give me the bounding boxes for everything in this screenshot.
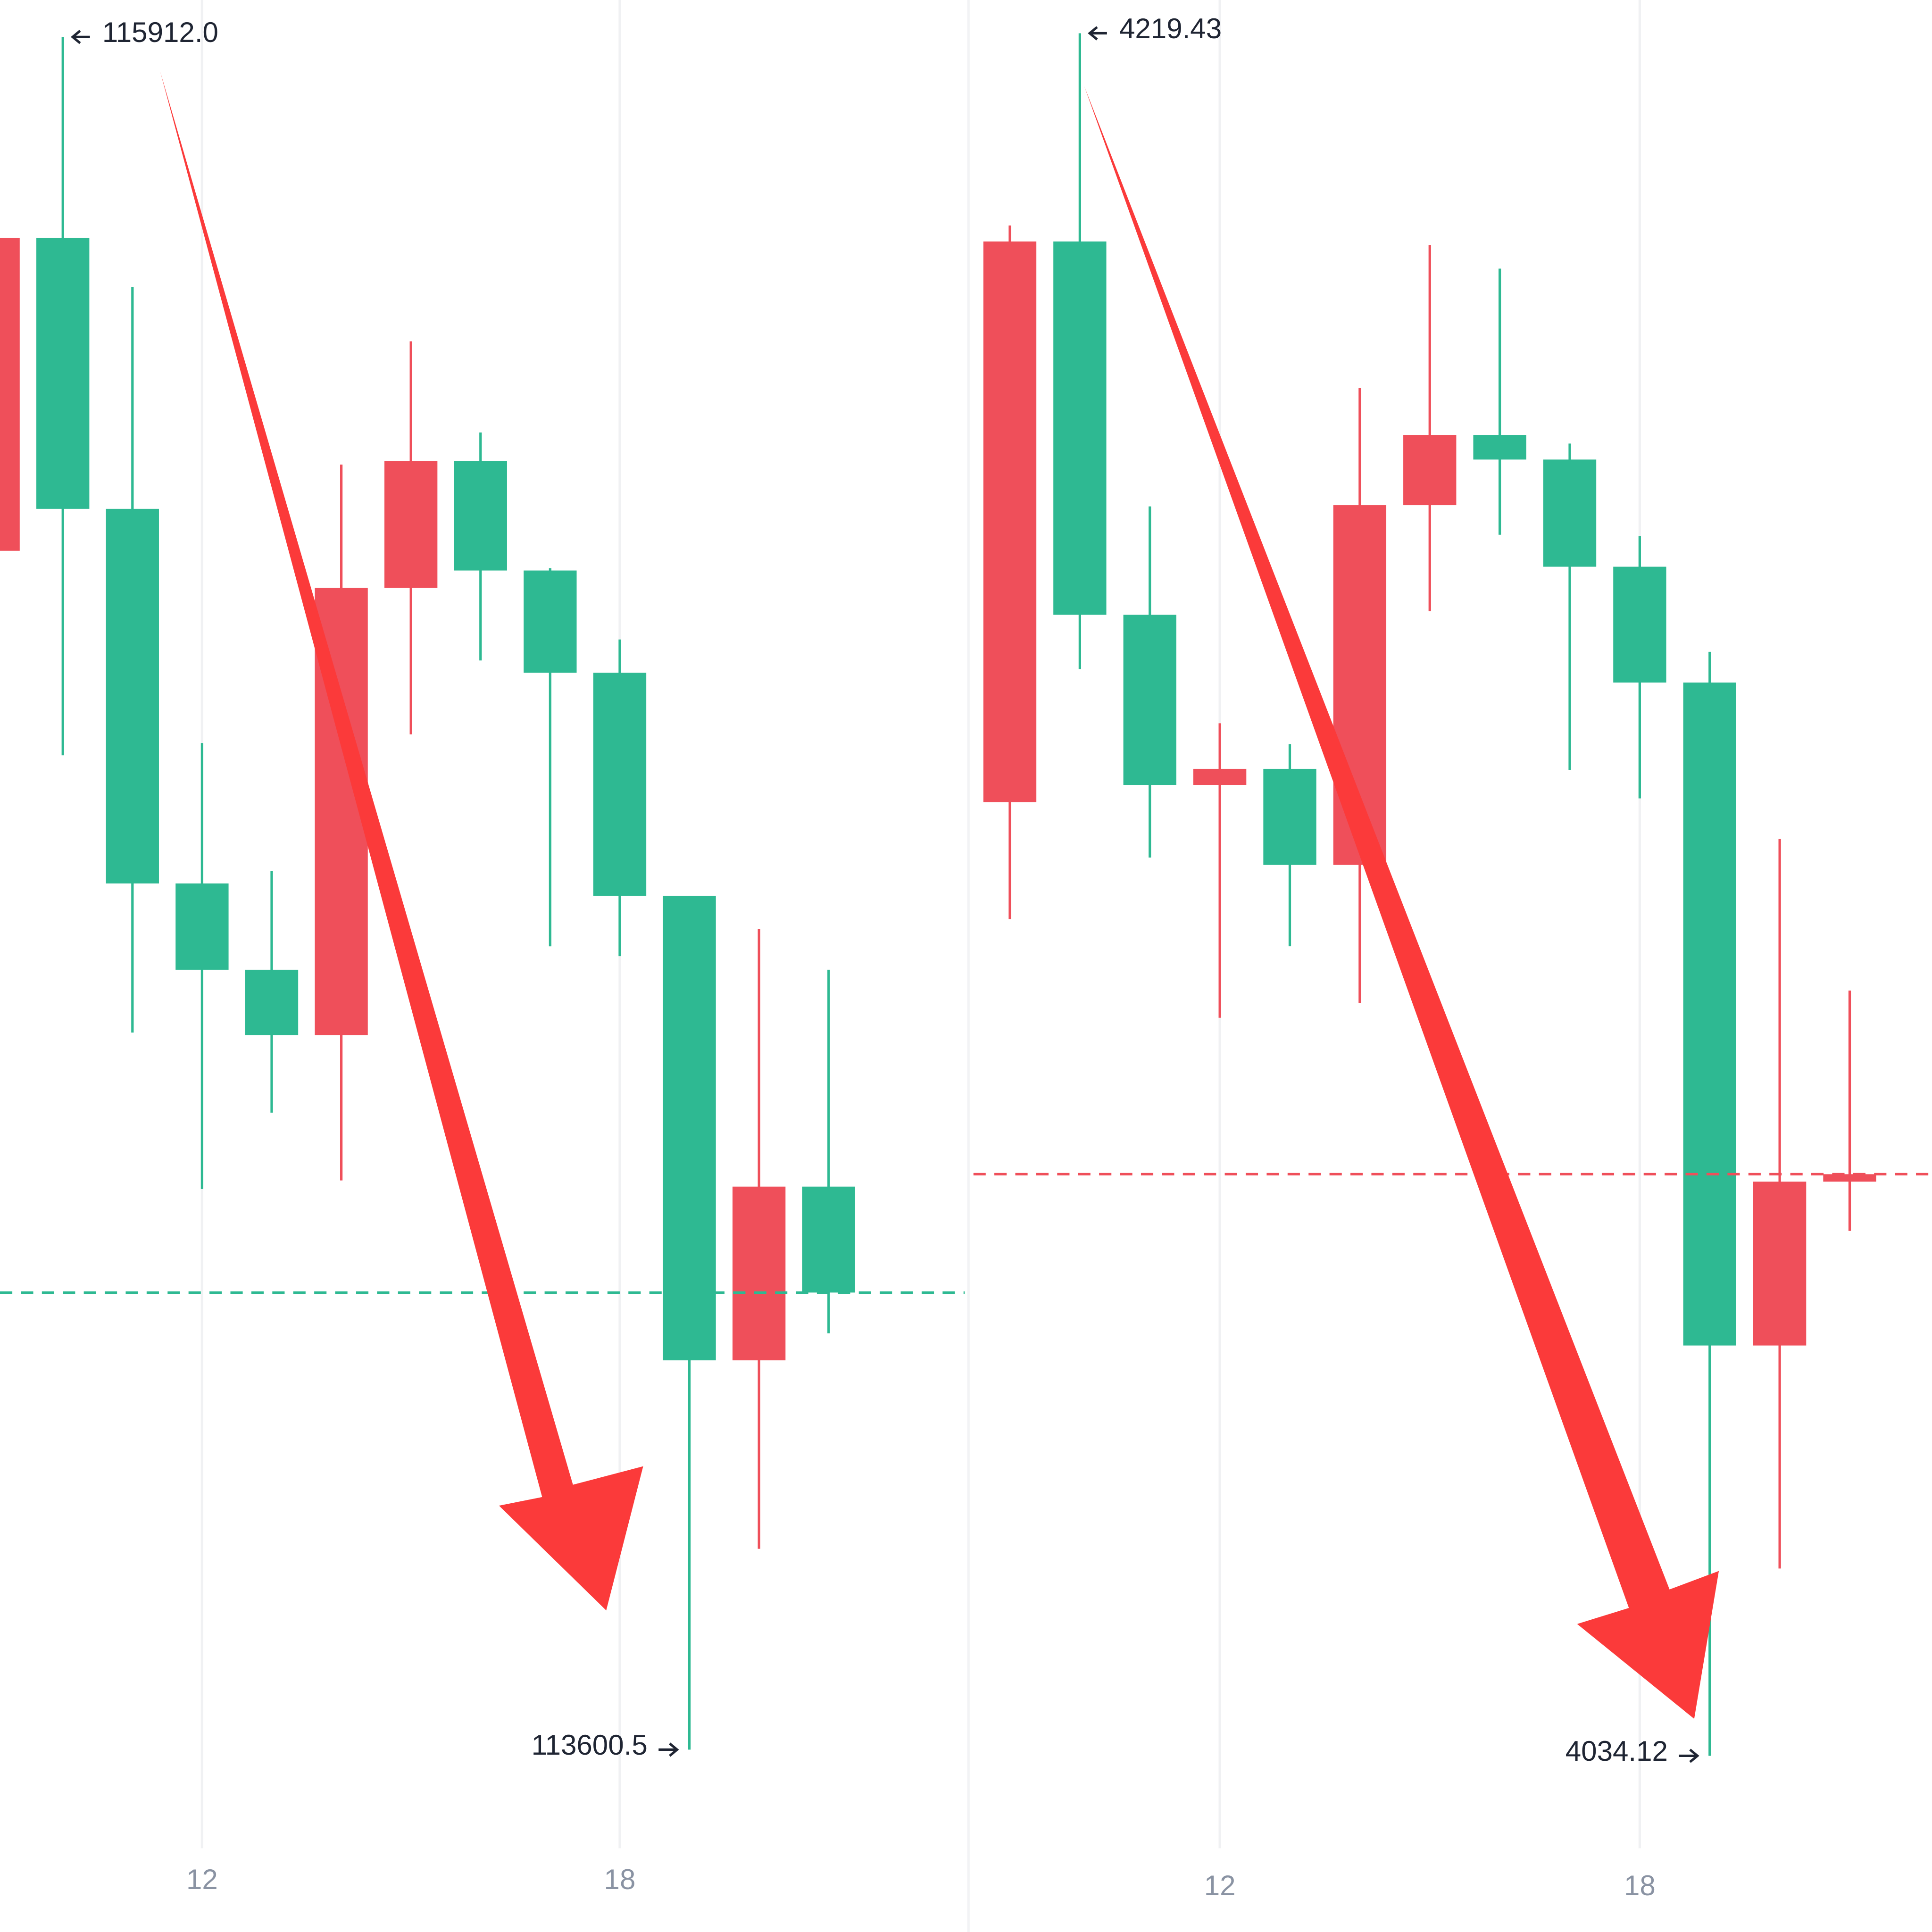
candle-body: [1543, 459, 1597, 567]
arrow-icon: [71, 30, 90, 44]
candle-body: [0, 238, 20, 551]
candle-body: [1193, 768, 1247, 785]
min-label: 4034.12: [1566, 1735, 1668, 1767]
candle-body: [1473, 435, 1526, 460]
x-tick-label: 12: [1204, 1870, 1236, 1901]
candle-body: [524, 570, 577, 673]
x-tick-label: 12: [186, 1864, 218, 1895]
candle-body: [384, 461, 438, 588]
candle-body: [1053, 241, 1107, 615]
candle-body: [1823, 1174, 1876, 1182]
arrow-icon: [1088, 26, 1107, 41]
candle-body: [983, 241, 1037, 802]
candle-body: [1403, 435, 1457, 506]
x-tick-label: 18: [1624, 1870, 1656, 1901]
candle-body: [36, 238, 90, 509]
arrow-icon: [1679, 1749, 1699, 1763]
candle-body: [593, 673, 647, 896]
min-label: 113600.5: [532, 1729, 648, 1761]
max-label: 4219.43: [1119, 13, 1222, 44]
x-tick-label: 18: [604, 1864, 636, 1895]
candle-body: [732, 1186, 786, 1361]
right-panel: [973, 0, 1932, 1849]
candle-body: [175, 883, 229, 970]
trend-arrow: [1084, 86, 1719, 1719]
candle-body: [245, 969, 299, 1035]
candle-body: [1753, 1182, 1807, 1346]
candle-body: [106, 508, 159, 884]
candle-body: [802, 1186, 855, 1293]
candle-body: [1263, 768, 1316, 865]
candle-body: [663, 896, 716, 1361]
candle-body: [1123, 615, 1176, 785]
candle-body: [1683, 683, 1736, 1346]
candle-body: [1613, 566, 1666, 683]
candle-body: [454, 461, 507, 571]
max-label: 115912.0: [102, 17, 218, 48]
arrow-icon: [658, 1742, 679, 1757]
